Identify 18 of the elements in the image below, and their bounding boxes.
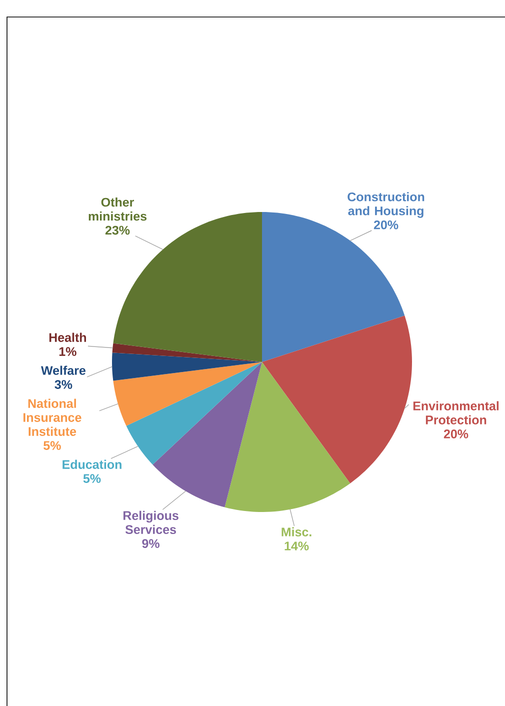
slice-label: Construction and Housing [348, 192, 424, 218]
data-label: 3% [54, 380, 72, 389]
slice-label: Education [62, 460, 122, 469]
data-label: 5% [83, 474, 101, 483]
slice-label: Environmental Protection [413, 401, 499, 424]
data-label: 9% [142, 539, 160, 548]
slice-label: Other ministries [88, 197, 147, 221]
slice-label: National Insurance Institute [23, 398, 82, 436]
data-label: 14% [284, 542, 309, 550]
data-label: 20% [444, 430, 468, 438]
data-label: 20% [374, 220, 398, 230]
slice-label: Misc. [282, 527, 312, 536]
slice-label: Health [49, 332, 86, 342]
data-label: 1% [59, 347, 76, 356]
data-label: 5% [44, 441, 61, 450]
data-label: 23% [105, 226, 130, 235]
slice-label: Religious Services [123, 510, 178, 534]
slice-label: Welfare [41, 366, 86, 375]
